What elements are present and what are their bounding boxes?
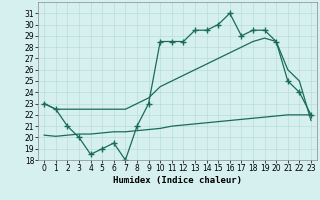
X-axis label: Humidex (Indice chaleur): Humidex (Indice chaleur) [113,176,242,185]
